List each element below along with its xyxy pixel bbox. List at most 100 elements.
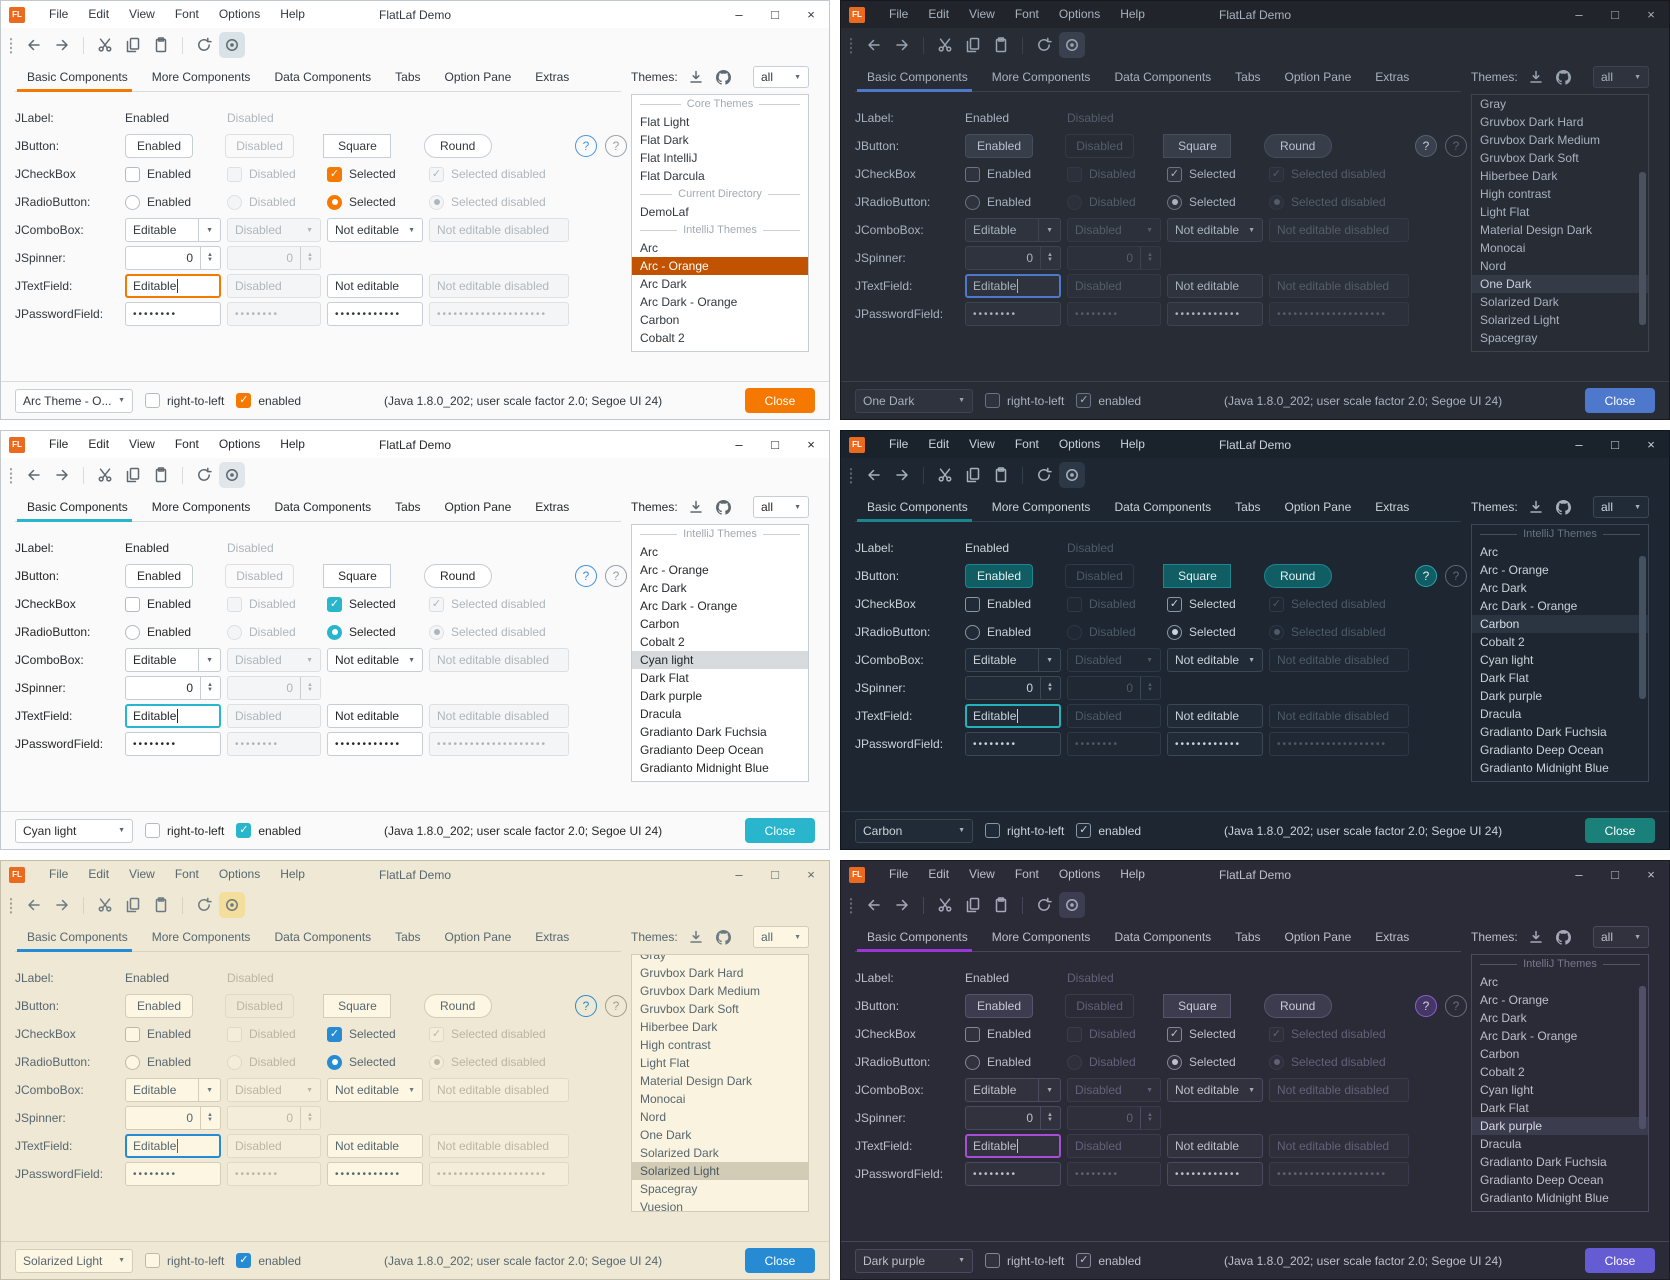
menu-help[interactable]: Help — [1120, 867, 1145, 881]
forward-button[interactable] — [49, 892, 75, 918]
forward-button[interactable] — [49, 32, 75, 58]
theme-item[interactable]: One Dark — [640, 1128, 692, 1142]
password-field[interactable]: •••••••••••• — [327, 1162, 423, 1186]
password-field[interactable]: •••••••••••••••••••• — [1269, 302, 1409, 326]
enabled-button[interactable]: Enabled — [965, 564, 1033, 588]
minimize-button[interactable]: – — [735, 867, 743, 882]
combobox-not-editable[interactable]: Not editable ▼ — [1167, 1078, 1263, 1102]
password-field[interactable]: •••••••••••••••••••• — [1269, 732, 1409, 756]
round-button[interactable]: Round — [423, 564, 492, 588]
radio-enabled[interactable]: Enabled — [965, 1054, 1031, 1070]
radio-disabled[interactable]: Disabled — [227, 194, 296, 210]
menu-edit[interactable]: Edit — [88, 867, 110, 881]
close-window-button[interactable]: × — [807, 7, 815, 22]
back-button[interactable] — [861, 892, 887, 918]
textfield-disabled[interactable]: Disabled — [227, 274, 321, 298]
theme-item[interactable]: High contrast — [640, 1038, 711, 1052]
checkbox-selected[interactable]: ✓ Selected — [327, 166, 396, 182]
theme-item[interactable]: Cyan light — [632, 651, 808, 669]
theme-item[interactable]: Cyan light — [632, 347, 808, 351]
theme-filter-combobox[interactable]: all ▼ — [753, 496, 809, 518]
theme-item[interactable]: Carbon — [1472, 615, 1648, 633]
textfield-not-editable-disabled[interactable]: Not editable disabled — [429, 274, 569, 298]
theme-item[interactable]: Arc Dark — [1480, 581, 1527, 595]
combobox-disabled[interactable]: Disabled ▼ — [227, 218, 321, 242]
theme-item[interactable]: Dark purple — [1472, 1117, 1648, 1135]
github-button[interactable] — [1552, 925, 1576, 949]
toolbar-grip[interactable] — [9, 36, 13, 54]
theme-item[interactable]: Gruvbox Dark Soft — [1480, 151, 1579, 165]
round-button[interactable]: Round — [423, 994, 492, 1018]
back-button[interactable] — [861, 462, 887, 488]
github-button[interactable] — [1552, 65, 1576, 89]
paste-button[interactable] — [148, 462, 174, 488]
disabled-button[interactable]: Disabled — [1065, 134, 1134, 158]
combobox-not-editable-disabled[interactable]: Not editable disabled — [429, 218, 569, 242]
close-button[interactable]: Close — [745, 388, 815, 413]
spinner[interactable]: 0 ▲ ▼ — [125, 1106, 221, 1130]
spinner[interactable]: 0 ▲ ▼ — [965, 676, 1061, 700]
theme-combobox[interactable]: Solarized Light ▼ — [15, 1248, 133, 1273]
combobox-editable[interactable]: Editable ▼ — [125, 218, 221, 242]
checkbox-selected[interactable]: ✓ Selected — [1167, 166, 1236, 182]
help-button[interactable]: ? — [575, 995, 598, 1017]
copy-button[interactable] — [120, 892, 146, 918]
menu-font[interactable]: Font — [174, 7, 199, 21]
enabled-button[interactable]: Enabled — [965, 134, 1033, 158]
help-button[interactable]: ? — [1415, 995, 1438, 1017]
theme-item[interactable]: Gruvbox Dark Hard — [1480, 115, 1584, 129]
menu-font[interactable]: Font — [174, 867, 199, 881]
textfield-editable[interactable]: Editable — [125, 274, 221, 298]
github-button[interactable] — [712, 495, 736, 519]
theme-item[interactable]: Cobalt 2 — [640, 331, 685, 345]
menu-help[interactable]: Help — [280, 867, 305, 881]
show-hints-button[interactable] — [219, 32, 245, 58]
theme-item[interactable]: Dark Flat — [1480, 671, 1529, 685]
radio-enabled[interactable]: Enabled — [125, 624, 191, 640]
combobox-editable[interactable]: Editable ▼ — [965, 648, 1061, 672]
radio-selected-disabled[interactable]: Selected disabled — [429, 194, 546, 210]
menu-view[interactable]: View — [969, 437, 995, 451]
theme-item[interactable]: Hiberbee Dark — [1480, 169, 1558, 183]
checkbox-enabled[interactable]: Enabled — [965, 596, 1031, 612]
copy-button[interactable] — [120, 462, 146, 488]
password-field[interactable]: •••••••••••• — [1167, 1162, 1263, 1186]
minimize-button[interactable]: – — [1575, 7, 1583, 22]
github-button[interactable] — [1552, 495, 1576, 519]
radio-selected-disabled[interactable]: Selected disabled — [1269, 624, 1386, 640]
checkbox-disabled[interactable]: Disabled — [1067, 596, 1136, 612]
combobox-not-editable[interactable]: Not editable ▼ — [1167, 648, 1263, 672]
cut-button[interactable] — [932, 892, 958, 918]
cut-button[interactable] — [92, 462, 118, 488]
combobox-not-editable-disabled[interactable]: Not editable disabled — [1269, 648, 1409, 672]
theme-item[interactable]: Gradianto Deep Ocean — [1480, 1173, 1604, 1187]
theme-item[interactable]: DemoLaf — [640, 205, 689, 219]
theme-item[interactable]: Arc — [1480, 975, 1498, 989]
checkbox-disabled[interactable]: Disabled — [227, 166, 296, 182]
textfield-not-editable[interactable]: Not editable — [1167, 274, 1263, 298]
radio-selected[interactable]: Selected — [1167, 194, 1236, 210]
scrollbar-thumb[interactable] — [1639, 171, 1646, 326]
tab-basic-components[interactable]: Basic Components — [15, 492, 140, 522]
enabled-checkbox[interactable]: ✓ enabled — [1076, 393, 1141, 408]
cut-button[interactable] — [92, 892, 118, 918]
textfield-not-editable[interactable]: Not editable — [1167, 1134, 1263, 1158]
theme-item[interactable]: Arc — [640, 241, 658, 255]
help-button[interactable]: ? — [575, 135, 598, 157]
password-field[interactable]: •••••••• — [1067, 302, 1161, 326]
theme-item[interactable]: Flat IntelliJ — [640, 151, 698, 165]
toolbar-grip[interactable] — [849, 36, 853, 54]
combobox-not-editable-disabled[interactable]: Not editable disabled — [1269, 1078, 1409, 1102]
password-field[interactable]: •••••••• — [1067, 732, 1161, 756]
theme-item[interactable]: Arc - Orange — [1480, 563, 1549, 577]
show-hints-button[interactable] — [1059, 892, 1085, 918]
theme-filter-combobox[interactable]: all ▼ — [753, 66, 809, 88]
toolbar-grip[interactable] — [9, 896, 13, 914]
minimize-button[interactable]: – — [1575, 867, 1583, 882]
tab-more-components[interactable]: More Components — [151, 499, 251, 514]
radio-disabled[interactable]: Disabled — [227, 624, 296, 640]
disabled-button[interactable]: Disabled — [225, 134, 294, 158]
tab-basic-components[interactable]: Basic Components — [855, 62, 980, 92]
tab-data-components[interactable]: Data Components — [274, 929, 372, 944]
radio-disabled[interactable]: Disabled — [1067, 624, 1136, 640]
